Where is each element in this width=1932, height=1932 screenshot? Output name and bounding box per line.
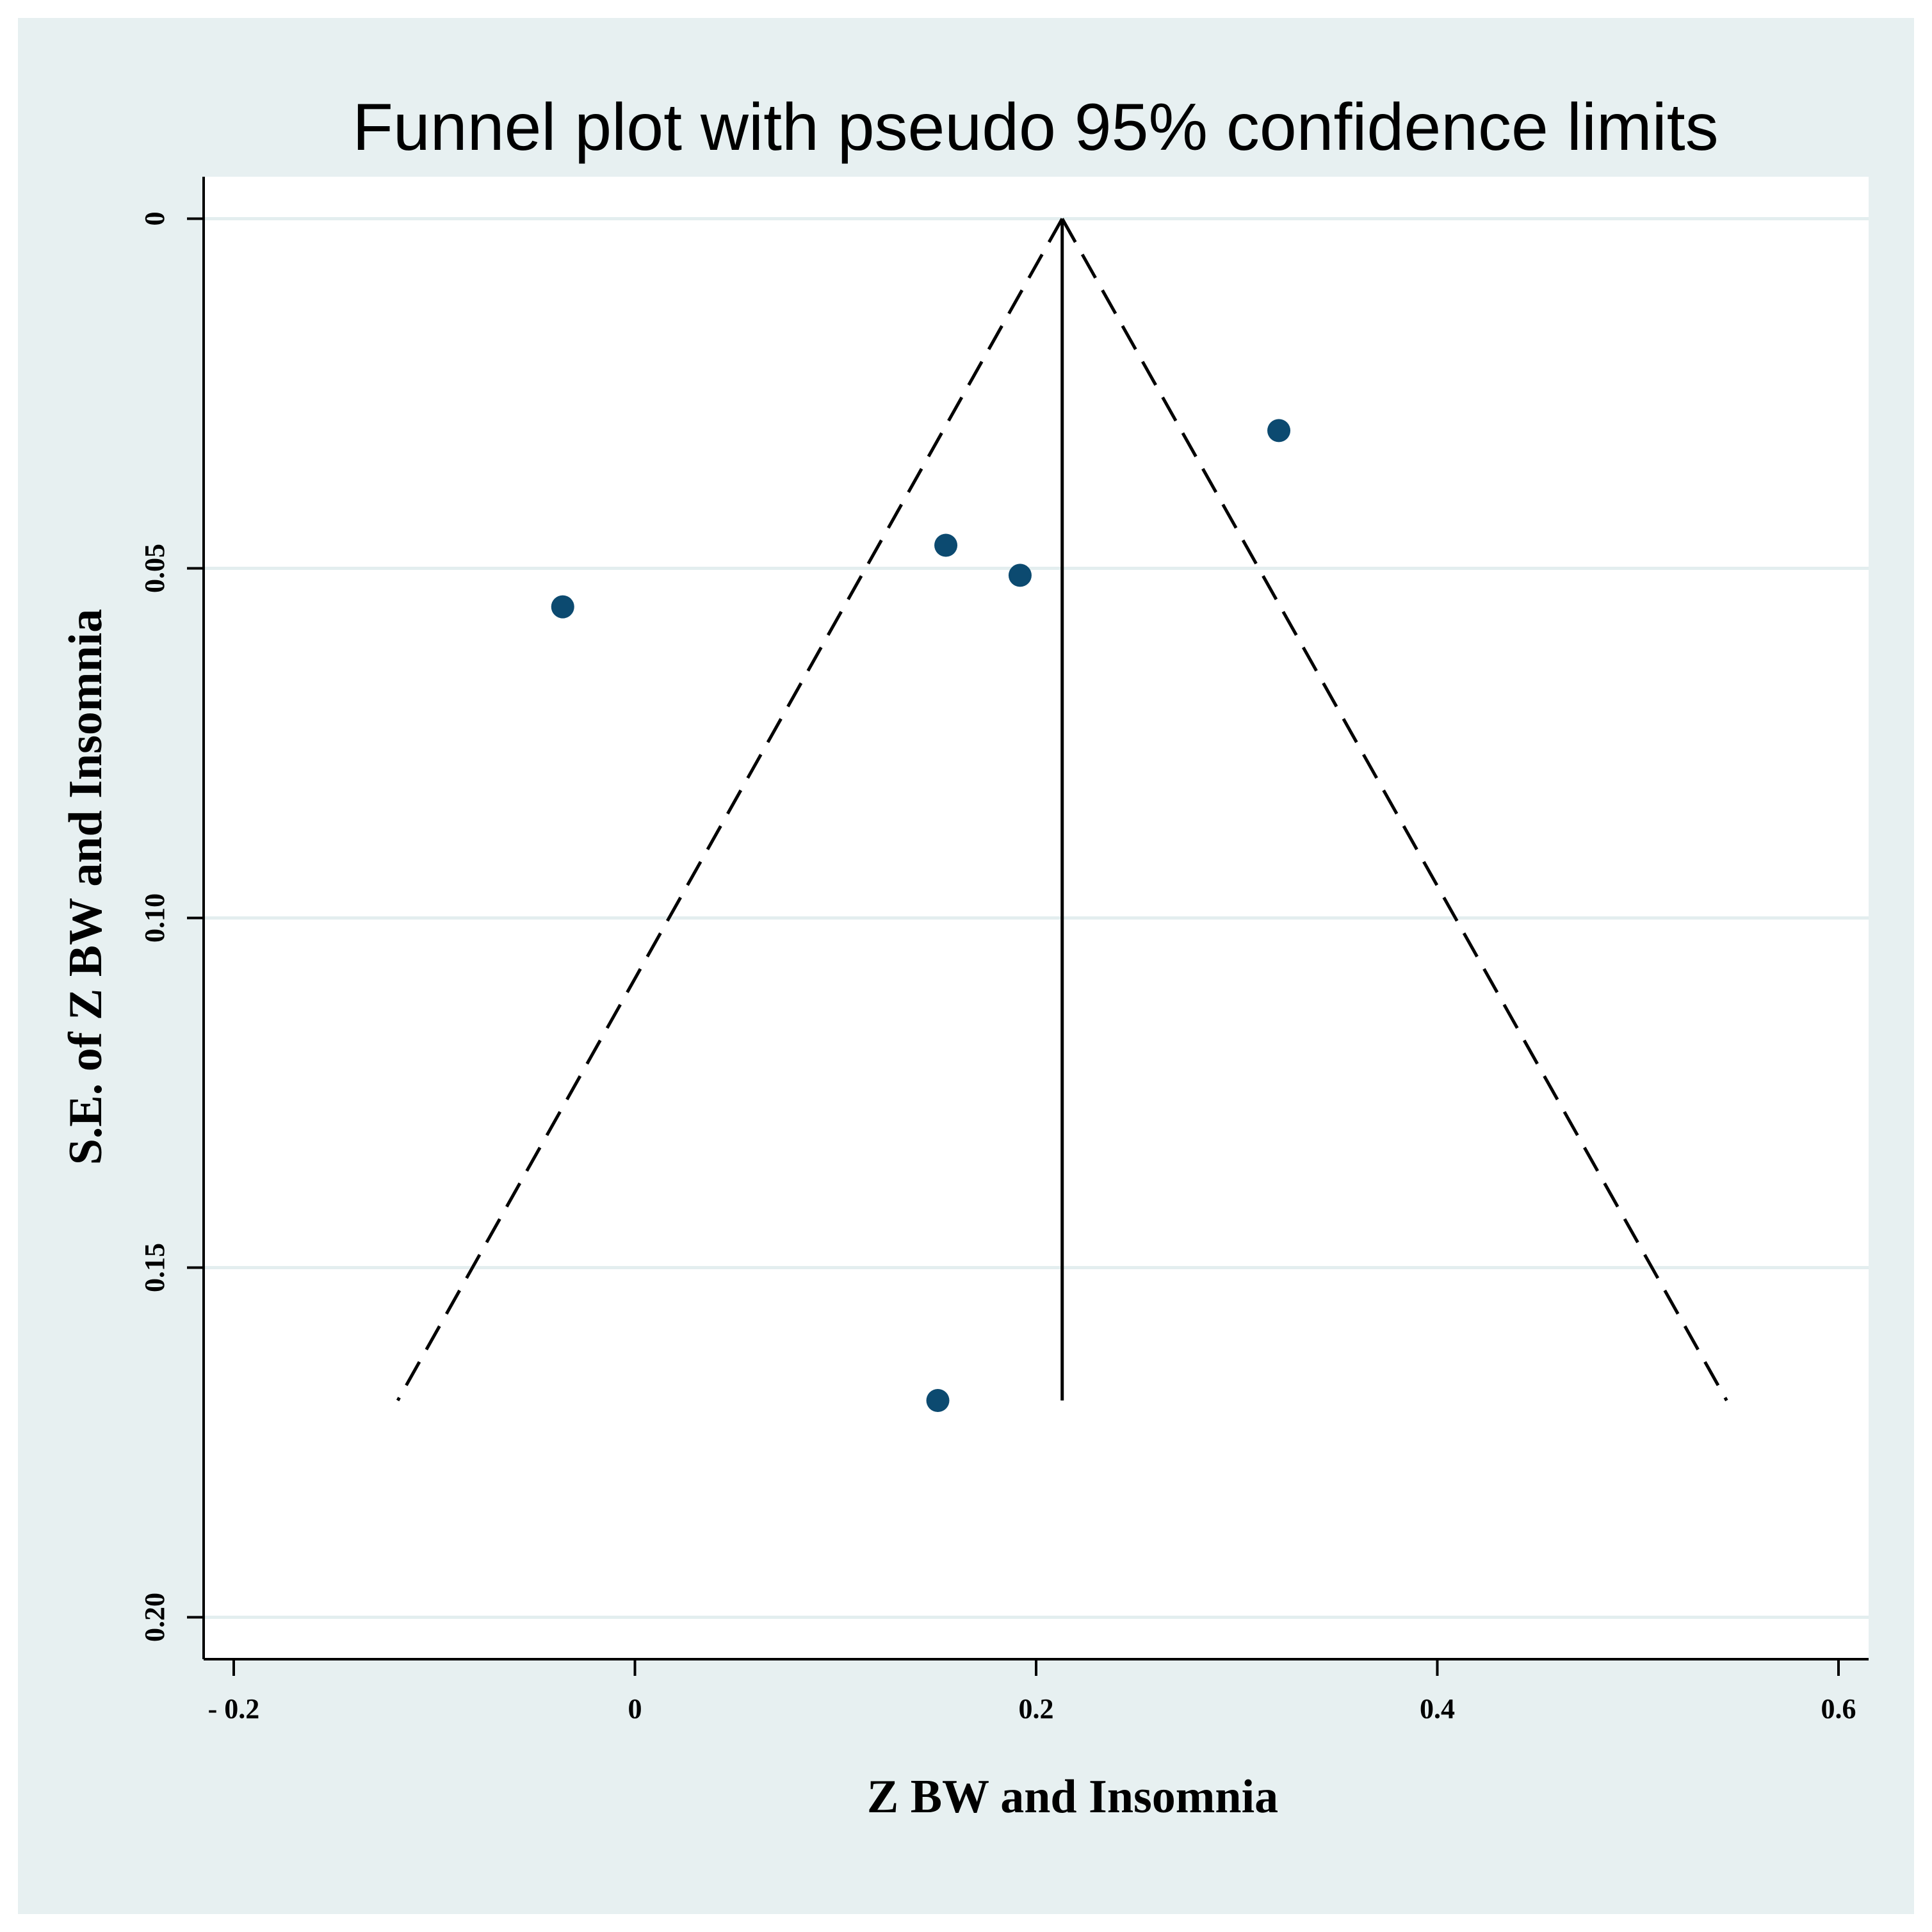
y-tick-label: 0.15 [139,1243,170,1292]
x-tick-label: 0.2 [1019,1693,1054,1725]
data-point [551,595,574,619]
x-tick-label: 0 [628,1693,642,1725]
y-tick-label: 0.20 [139,1593,170,1642]
x-ticks: - 0.2 0 0.2 0.4 0.6 [208,1659,1856,1725]
x-tick-label: 0.6 [1821,1693,1856,1725]
y-ticks: 0 0.05 0.10 0.15 0.20 [139,212,204,1642]
data-point [926,1388,950,1412]
y-axis-title: S.E. of Z BW and Insomnia [60,609,112,1165]
y-tick-label: 0.05 [139,544,170,593]
chart-title: Funnel plot with pseudo 95% confidence l… [352,90,1718,165]
data-point [934,533,958,557]
y-tick-label: 0 [139,212,170,226]
funnel-lines [396,218,1728,1402]
x-tick-label: - 0.2 [208,1693,260,1725]
data-point [1008,564,1032,587]
data-points [551,419,1291,1412]
x-tick-label: 0.4 [1420,1693,1455,1725]
data-point [1267,419,1291,442]
funnel-left-limit [396,218,1064,1402]
funnel-right-limit [1060,218,1728,1402]
y-tick-label: 0.10 [139,893,170,943]
x-axis-title: Z BW and Insomnia [867,1771,1278,1823]
gridlines [204,217,1869,1619]
